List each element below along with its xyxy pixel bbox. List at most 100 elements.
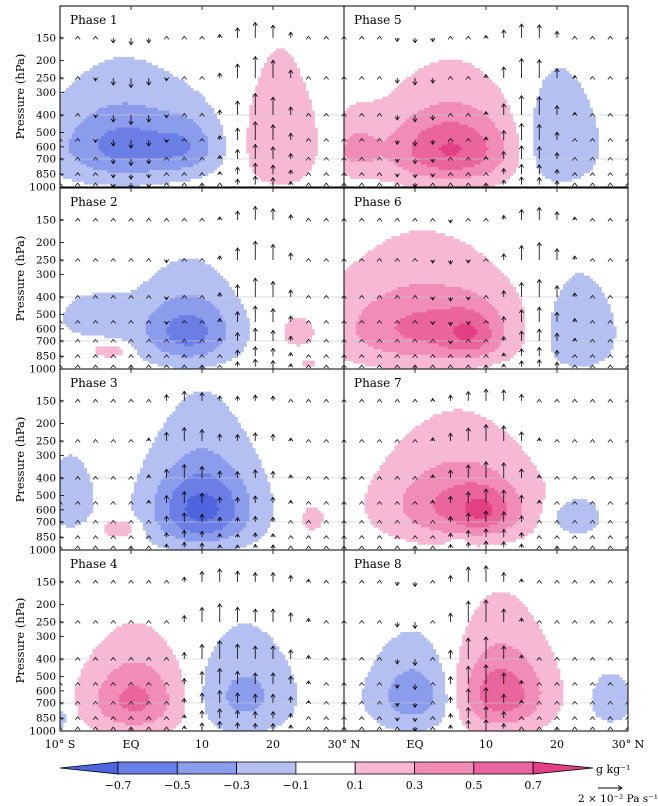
shade-cell xyxy=(542,99,546,103)
shade-cell xyxy=(166,127,170,131)
shade-cell xyxy=(83,79,88,83)
vector-arrow-head xyxy=(110,81,116,86)
shade-cell xyxy=(125,155,129,160)
shade-cell xyxy=(281,181,286,185)
shade-cell xyxy=(139,79,144,83)
shade-cell xyxy=(275,85,280,89)
shade-cell xyxy=(589,144,593,148)
shade-cell xyxy=(284,127,289,131)
shade-cell xyxy=(349,104,354,109)
shade-cell xyxy=(68,136,73,140)
shade-cell xyxy=(101,124,105,129)
shade-cell xyxy=(160,164,164,168)
shade-cell xyxy=(574,79,579,83)
shade-cell xyxy=(423,119,428,123)
shade-cell xyxy=(125,73,129,78)
shade-cell xyxy=(270,155,274,160)
shade-cell xyxy=(586,130,590,134)
shade-cell xyxy=(293,102,298,106)
shade-cell xyxy=(409,121,413,126)
shade-cell xyxy=(193,107,197,112)
shade-cell xyxy=(275,130,280,134)
shade-cell xyxy=(122,102,126,106)
shade-cell xyxy=(308,136,312,140)
shade-cell xyxy=(370,119,374,123)
shade-cell xyxy=(125,93,129,97)
shade-cell xyxy=(181,141,185,145)
shade-cell xyxy=(512,136,516,140)
shade-cell xyxy=(136,175,141,179)
shade-cell xyxy=(125,136,129,140)
shade-cell xyxy=(512,144,516,148)
shade-cell xyxy=(471,138,475,143)
shade-cell xyxy=(113,130,117,134)
shade-cell xyxy=(506,110,511,114)
shade-cell xyxy=(154,144,159,148)
shade-cell xyxy=(169,147,173,151)
shade-cell xyxy=(80,133,85,137)
shade-cell xyxy=(181,153,185,157)
vector-arrow xyxy=(181,75,187,80)
shade-cell xyxy=(151,102,156,106)
shade-cell xyxy=(89,68,93,72)
shade-cell xyxy=(219,127,224,131)
shade-cell xyxy=(571,130,576,134)
shade-cell xyxy=(154,71,159,75)
shade-cell xyxy=(503,136,508,140)
shade-cell xyxy=(488,85,493,89)
shade-cell xyxy=(89,155,93,160)
vector-arrow xyxy=(305,35,312,40)
vector-arrow-head xyxy=(234,178,241,183)
shade-cell xyxy=(284,147,289,151)
shade-cell xyxy=(379,116,383,120)
shade-cell xyxy=(148,79,153,83)
shade-cell xyxy=(400,141,404,145)
shade-cell xyxy=(160,73,164,78)
shade-cell xyxy=(207,164,212,168)
shade-cell xyxy=(595,144,599,148)
shade-cell xyxy=(154,102,159,106)
shade-cell xyxy=(391,96,395,100)
shade-cell xyxy=(267,82,271,86)
shade-cell xyxy=(98,76,102,80)
shade-cell xyxy=(133,82,138,86)
shade-cell xyxy=(139,144,144,148)
shade-cell xyxy=(77,178,82,182)
shade-cell xyxy=(293,144,298,148)
shade-cell xyxy=(583,107,587,112)
shade-cell xyxy=(261,79,265,83)
shade-cell xyxy=(293,161,298,165)
shade-cell xyxy=(151,99,156,103)
shade-cell xyxy=(104,121,108,126)
shade-cell xyxy=(400,130,404,134)
vector-arrow-head xyxy=(146,183,152,187)
shade-cell xyxy=(367,141,372,145)
vector-arrow xyxy=(92,182,99,187)
shade-cell xyxy=(125,130,129,134)
shade-cell xyxy=(68,90,73,95)
shade-cell xyxy=(432,127,437,131)
shade-cell xyxy=(136,110,141,114)
shade-cell xyxy=(299,110,303,114)
shade-cell xyxy=(193,119,197,123)
shade-cell xyxy=(364,138,369,143)
shade-cell xyxy=(116,127,120,131)
shade-cell xyxy=(465,130,469,134)
shade-cell xyxy=(98,181,102,185)
shade-cell xyxy=(539,136,543,140)
shade-cell xyxy=(131,73,135,78)
shade-cell xyxy=(376,102,380,106)
shade-cell xyxy=(562,116,567,120)
shade-cell xyxy=(136,170,141,174)
shade-cell xyxy=(559,99,564,103)
shade-cell xyxy=(190,96,194,100)
shade-cell xyxy=(255,96,259,100)
shade-cell xyxy=(258,88,262,92)
shade-cell xyxy=(435,68,440,72)
shade-cell xyxy=(270,119,274,123)
shade-cell xyxy=(193,133,197,137)
shade-cell xyxy=(403,124,407,129)
vector-arrow xyxy=(323,156,329,161)
shade-cell xyxy=(136,76,141,80)
shade-cell xyxy=(444,144,448,148)
